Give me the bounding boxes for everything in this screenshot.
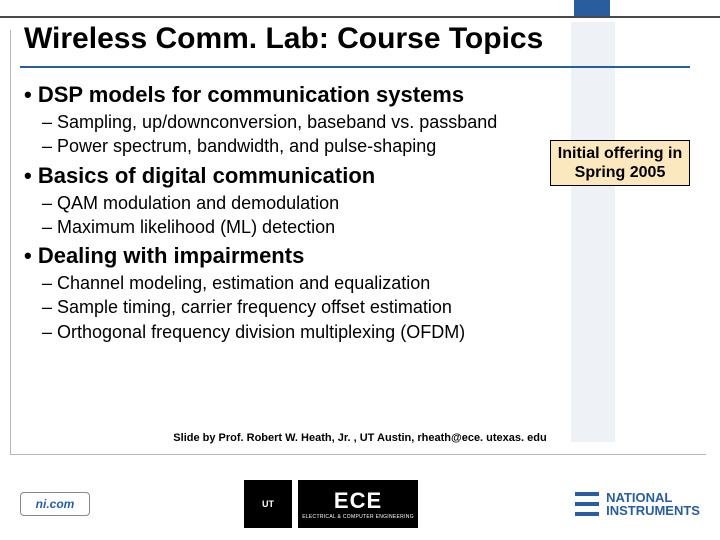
title-underline [20, 66, 690, 68]
slide-attribution: Slide by Prof. Robert W. Heath, Jr. , UT… [0, 432, 720, 444]
section-item: – Maximum likelihood (ML) detection [42, 215, 696, 239]
section-heading: • Dealing with impairments [24, 243, 696, 269]
ece-subtext: ELECTRICAL & COMPUTER ENGINEERING [302, 514, 414, 520]
top-divider [0, 16, 720, 18]
ut-austin-logo: UT [244, 480, 292, 528]
ni-mark-icon [572, 489, 602, 519]
ece-logo: ECE ELECTRICAL & COMPUTER ENGINEERING [298, 480, 418, 528]
section-item: – Sample timing, carrier frequency offse… [42, 295, 696, 319]
slide-content: • DSP models for communication systems –… [24, 78, 696, 344]
ece-text: ECE [334, 488, 382, 514]
ni-com-badge: ni.com [20, 492, 90, 516]
section-item: – QAM modulation and demodulation [42, 191, 696, 215]
ni-line2: INSTRUMENTS [606, 504, 700, 517]
top-accent-block [574, 0, 610, 16]
offering-callout: Initial offering in Spring 2005 [550, 140, 690, 186]
national-instruments-logo: NATIONAL INSTRUMENTS [572, 489, 700, 519]
section-item: – Sampling, up/downconversion, baseband … [42, 110, 696, 134]
section-heading: • DSP models for communication systems [24, 82, 696, 108]
section-item: – Orthogonal frequency division multiple… [42, 320, 696, 344]
ni-text: NATIONAL INSTRUMENTS [606, 491, 700, 517]
section-item: – Channel modeling, estimation and equal… [42, 271, 696, 295]
slide-title: Wireless Comm. Lab: Course Topics [24, 22, 543, 56]
ut-ece-logo-block: UT ECE ELECTRICAL & COMPUTER ENGINEERING [244, 480, 418, 528]
footer-bar: ni.com UT ECE ELECTRICAL & COMPUTER ENGI… [0, 468, 720, 540]
